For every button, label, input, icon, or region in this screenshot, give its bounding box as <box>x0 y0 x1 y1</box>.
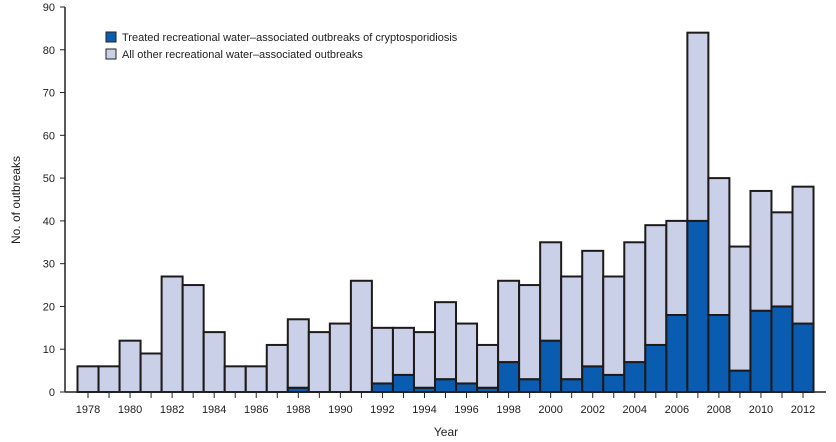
bar-other-2000 <box>539 241 563 342</box>
x-tick-label: 2010 <box>749 404 773 416</box>
bar-other-1998 <box>497 279 521 364</box>
bar-other-1990 <box>328 322 352 393</box>
bar-other-1979 <box>97 365 121 394</box>
bar-other-1985 <box>223 365 247 394</box>
y-tick-label: 90 <box>43 2 55 14</box>
bar-treated-2005 <box>644 343 668 394</box>
bar-other-1978 <box>76 365 100 394</box>
legend-swatch-treated <box>105 31 117 43</box>
bar-other-1989 <box>307 331 331 394</box>
bar-treated-1993 <box>391 373 415 393</box>
bar-treated-2000 <box>539 339 563 393</box>
x-tick-label: 2004 <box>623 404 647 416</box>
y-tick-label: 40 <box>43 216 55 228</box>
bar-other-2009 <box>728 245 752 372</box>
bar-treated-2001 <box>560 378 584 393</box>
y-tick-label: 30 <box>43 259 55 271</box>
bar-other-1981 <box>139 352 163 393</box>
bar-treated-2009 <box>728 369 752 394</box>
bar-other-1996 <box>455 322 479 385</box>
bar-other-1986 <box>244 365 268 394</box>
x-tick-label: 2000 <box>538 404 562 416</box>
bar-other-2010 <box>749 189 773 312</box>
y-tick-label: 70 <box>43 88 55 100</box>
bar-treated-2011 <box>770 305 794 394</box>
y-ticks: 0 10 20 30 40 50 60 70 80 90 <box>43 2 65 399</box>
x-tick-label: 1992 <box>370 404 394 416</box>
bar-treated-1996 <box>455 382 479 394</box>
bar-other-2007 <box>686 31 710 222</box>
bar-other-1980 <box>118 339 142 393</box>
bar-other-2001 <box>560 275 584 381</box>
x-tick-label: 2008 <box>707 404 731 416</box>
bar-other-1984 <box>202 331 226 394</box>
bar-other-1992 <box>370 326 394 385</box>
y-tick-label: 20 <box>43 301 55 313</box>
bar-treated-2003 <box>602 373 626 393</box>
bar-treated-2004 <box>623 361 647 393</box>
bar-treated-1992 <box>370 382 394 394</box>
bar-other-1993 <box>391 326 415 376</box>
bar-other-1991 <box>349 279 373 393</box>
y-tick-label: 0 <box>49 387 55 399</box>
bar-other-2008 <box>707 177 731 316</box>
x-tick-label: 1996 <box>454 404 478 416</box>
y-tick-label: 10 <box>43 344 55 356</box>
x-tick-label: 1998 <box>496 404 520 416</box>
legend-label-other: All other recreational water–associated … <box>122 49 363 61</box>
y-tick-label: 50 <box>43 173 55 185</box>
x-tick-label: 2006 <box>665 404 689 416</box>
x-tick-label: 1978 <box>76 404 100 416</box>
x-tick-label: 1990 <box>328 404 352 416</box>
bar-other-1994 <box>412 331 436 389</box>
bar-treated-2007 <box>686 219 710 393</box>
x-tick-label: 1984 <box>202 404 226 416</box>
bars-group <box>76 31 815 394</box>
bar-other-1995 <box>434 301 458 381</box>
bar-other-2002 <box>581 249 605 368</box>
bar-other-1999 <box>518 284 542 381</box>
bar-other-2011 <box>770 211 794 308</box>
bar-treated-1999 <box>518 378 542 393</box>
bar-other-1988 <box>286 318 310 389</box>
bar-treated-1998 <box>497 361 521 393</box>
x-tick-label: 1982 <box>160 404 184 416</box>
bar-other-2006 <box>665 219 689 316</box>
bar-other-1987 <box>265 343 289 394</box>
x-tick-label: 1994 <box>412 404 436 416</box>
x-tick-label: 2012 <box>791 404 815 416</box>
x-axis-label: Year <box>434 425 458 439</box>
bar-other-2012 <box>791 185 815 325</box>
x-tick-label: 1988 <box>286 404 310 416</box>
x-tick-label: 1980 <box>118 404 142 416</box>
bar-treated-1995 <box>434 378 458 393</box>
y-tick-label: 60 <box>43 130 55 142</box>
x-tick-label: 2002 <box>580 404 604 416</box>
y-axis-label: No. of outbreaks <box>9 156 23 244</box>
bar-other-2004 <box>623 241 647 364</box>
bar-other-1983 <box>181 284 205 393</box>
bar-treated-2012 <box>791 322 815 393</box>
bar-treated-2006 <box>665 314 689 393</box>
bar-other-2005 <box>644 224 668 346</box>
bar-other-2003 <box>602 275 626 376</box>
x-tick-label: 1986 <box>244 404 268 416</box>
bar-treated-2008 <box>707 314 731 393</box>
legend-swatch-other <box>105 48 117 60</box>
bar-treated-2010 <box>749 309 773 394</box>
x-ticks: 1978 1980 1982 1984 1986 1988 1990 1992 1994 1996… <box>76 392 815 416</box>
legend-label-treated: Treated recreational water–associated ou… <box>122 32 458 44</box>
legend: Treated recreational water–associated ou… <box>105 31 458 61</box>
bar-other-1997 <box>476 343 500 389</box>
bar-treated-2002 <box>581 365 605 394</box>
y-tick-label: 80 <box>43 45 55 57</box>
bar-other-1982 <box>160 275 184 393</box>
